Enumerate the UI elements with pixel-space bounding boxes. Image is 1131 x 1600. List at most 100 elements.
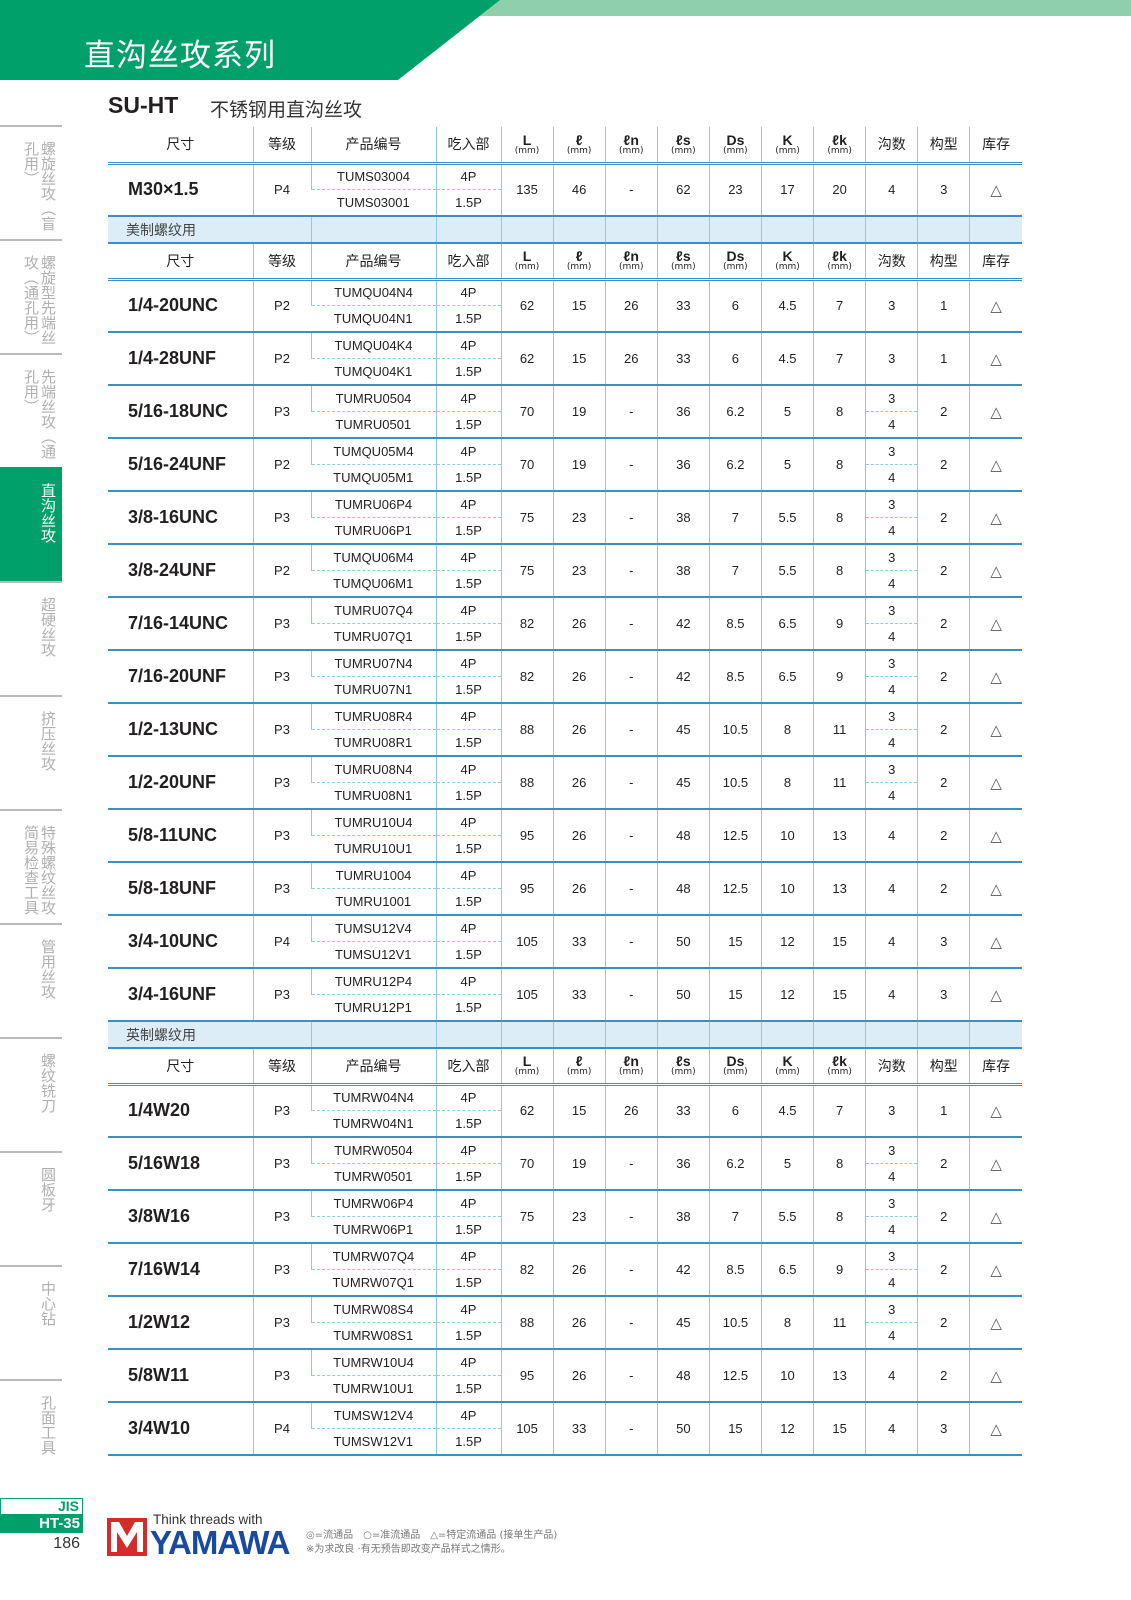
flutes-cell: 4 [865,1216,918,1244]
stock-cell: △ [969,438,1022,492]
size-cell: 1/2-13UNC [108,703,253,757]
dim-Ds: 7 [708,544,762,598]
column-label: ℓ [575,131,583,148]
column-unit: (mm) [514,145,540,156]
chamfer-cell: 4P [435,1402,501,1429]
grade-cell: P3 [252,1349,311,1403]
grade-cell: P3 [252,385,311,439]
stock-cell: △ [969,968,1022,1022]
column-unit: (mm) [618,262,644,273]
type-cell: 2 [917,1190,970,1244]
sidebar-item[interactable]: 挤压丝攻 [0,695,62,809]
sidebar-item[interactable]: 中心钻 [0,1265,62,1379]
header-row: 尺寸 等级 产品编号 吃入部 L (mm) ℓ (mm) ℓn (mm) ℓs (mm) Ds (mm) K… [108,243,1022,281]
dim-ln: 26 [604,332,658,386]
flutes-cell: 3 [865,491,918,518]
stock-cell: △ [969,862,1022,916]
sidebar-item[interactable]: 特殊螺纹丝攻简易检查工具 [0,809,62,923]
flutes-cell: 4 [865,862,918,916]
dim-ln: - [604,491,658,545]
dim-L: 70 [500,438,554,492]
dim-Ds: 10.5 [708,756,762,810]
dim-L: 62 [500,279,554,333]
size-cell: 3/8W16 [108,1190,253,1244]
table-row-sub: TUMRU07Q1 1.5P 4 [108,623,1022,651]
column-header: ℓ (mm) [552,127,606,165]
sidebar-item[interactable]: 圆板牙 [0,1151,62,1265]
type-cell: 2 [917,1349,970,1403]
flutes-cell: 4 [865,968,918,1022]
type-cell: 1 [917,332,970,386]
dim-K: 10 [760,1349,814,1403]
grade-cell: P3 [252,1084,311,1138]
dim-K: 6.5 [760,597,814,651]
table-row-sub: TUMRW04N1 1.5P [108,1110,1022,1138]
dim-l: 19 [552,1137,606,1191]
dim-lk: 8 [813,544,866,598]
dim-ls: 36 [656,385,710,439]
grade-cell: P2 [252,332,311,386]
dim-K: 10 [760,862,814,916]
column-label: ℓ [575,1053,583,1070]
stock-cell: △ [969,279,1022,333]
column-label: K [782,248,793,265]
column-header: ℓs (mm) [656,1048,710,1086]
flutes-cell: 3 [865,1137,918,1164]
sidebar-item[interactable]: 管用丝攻 [0,923,62,1037]
dim-K: 5.5 [760,491,814,545]
sidebar-item[interactable]: 先端丝攻（通孔用） [0,353,62,467]
stock-cell: △ [969,756,1022,810]
chamfer-cell: 4P [435,1137,501,1164]
flutes-cell: 3 [865,1190,918,1217]
table-row: 1/4-28UNF P2 TUMQU04K4 4P 62 15 26 33 6 4.5 7 3 1 △ [108,332,1022,386]
dim-lk: 15 [813,1402,866,1456]
sidebar-item-label: 螺旋型先端丝攻（通孔用） [22,255,57,345]
dim-L: 82 [500,1243,554,1297]
column-header: 沟数 [865,243,918,281]
column-unit: (mm) [775,1067,800,1078]
dim-Ds: 6.2 [708,438,762,492]
flutes-cell: 4 [865,570,918,598]
size-cell: 5/16W18 [108,1137,253,1191]
column-unit: (mm) [775,145,800,156]
dim-lk: 11 [813,703,866,757]
column-header: K (mm) [760,1048,814,1086]
sidebar-item[interactable]: 直沟丝攻 [0,467,62,581]
product-code: TUMRU08R1 [311,729,436,757]
column-header: ℓ (mm) [552,1048,606,1086]
product-code: TUMRU07N1 [311,676,436,704]
chamfer-cell: 1.5P [435,994,501,1022]
size-cell: 7/16-20UNF [108,650,253,704]
dim-ls: 33 [656,332,710,386]
dim-l: 26 [552,756,606,810]
stock-cell: △ [969,597,1022,651]
dim-lk: 11 [813,756,866,810]
table-row-sub: TUMQU04K1 1.5P [108,358,1022,386]
dim-K: 12 [760,968,814,1022]
size-cell: 3/4W10 [108,1402,253,1456]
size-cell: 3/4-10UNC [108,915,253,969]
column-label: ℓs [676,1053,691,1070]
dim-L: 105 [500,968,554,1022]
dim-Ds: 7 [708,491,762,545]
sidebar-item[interactable]: 螺旋丝攻（盲孔用） [0,125,62,239]
type-cell: 2 [917,1243,970,1297]
dim-ln: - [604,544,658,598]
column-header: ℓn (mm) [604,1048,658,1086]
flutes-cell: 4 [865,623,918,651]
dim-K: 5 [760,385,814,439]
sidebar-item[interactable]: 螺纹铣刀 [0,1037,62,1151]
chamfer-cell: 1.5P [435,941,501,969]
product-code: TUMRU12P4 [310,968,436,995]
section-cell [604,215,658,244]
type-cell: 3 [917,968,970,1022]
sidebar-item[interactable]: 螺旋型先端丝攻（通孔用） [0,239,62,353]
dim-ln: - [604,915,658,969]
stock-cell: △ [969,809,1022,863]
stock-cell: △ [969,332,1022,386]
sidebar-item[interactable]: 孔面工具 [0,1379,62,1493]
dim-L: 70 [500,1137,554,1191]
sidebar-item[interactable]: 超硬丝攻 [0,581,62,695]
dim-K: 10 [760,809,814,863]
chamfer-cell: 1.5P [435,1428,501,1456]
